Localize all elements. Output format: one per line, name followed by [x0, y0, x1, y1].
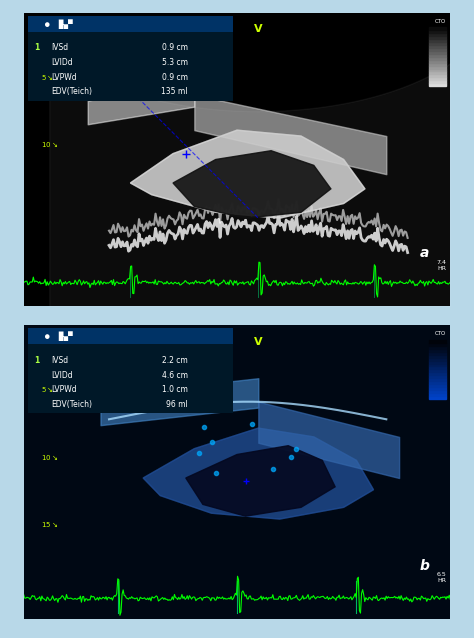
- Text: 96 ml: 96 ml: [166, 400, 188, 409]
- FancyBboxPatch shape: [28, 32, 233, 101]
- Bar: [429, 54, 446, 57]
- Bar: [429, 71, 446, 75]
- Bar: [429, 68, 446, 71]
- Bar: [429, 349, 446, 352]
- Bar: [429, 27, 446, 31]
- Text: LVPWd: LVPWd: [51, 73, 77, 82]
- Bar: [429, 63, 446, 66]
- Bar: [429, 39, 446, 42]
- FancyBboxPatch shape: [28, 345, 233, 413]
- Bar: [429, 355, 446, 358]
- Text: 1: 1: [34, 43, 40, 52]
- Polygon shape: [143, 428, 374, 519]
- Text: 6.5
HR: 6.5 HR: [436, 572, 446, 583]
- Bar: [429, 48, 446, 51]
- Text: ●  █▄▀: ● █▄▀: [45, 332, 73, 341]
- Text: ●  █▄▀: ● █▄▀: [45, 19, 73, 29]
- Bar: [429, 369, 446, 373]
- Bar: [429, 346, 446, 349]
- Polygon shape: [143, 428, 374, 519]
- Bar: [429, 381, 446, 384]
- Bar: [429, 31, 446, 33]
- Text: 10$\searrow$: 10$\searrow$: [41, 140, 58, 149]
- Polygon shape: [130, 130, 365, 218]
- Bar: [429, 375, 446, 378]
- Bar: [429, 33, 446, 36]
- Text: 5$\searrow$: 5$\searrow$: [41, 385, 54, 394]
- Text: LVIDd: LVIDd: [51, 371, 73, 380]
- Polygon shape: [186, 446, 335, 516]
- Text: 1.0 cm: 1.0 cm: [162, 385, 188, 394]
- Text: LVIDd: LVIDd: [51, 58, 73, 67]
- Bar: [429, 75, 446, 77]
- Bar: [429, 387, 446, 390]
- Bar: [429, 83, 446, 86]
- Polygon shape: [173, 151, 331, 218]
- Text: LVPWd: LVPWd: [51, 385, 77, 394]
- Bar: [429, 366, 446, 369]
- Bar: [429, 60, 446, 63]
- Bar: [429, 390, 446, 393]
- Text: 15$\searrow$: 15$\searrow$: [41, 521, 58, 530]
- Text: CTO: CTO: [435, 19, 446, 24]
- Text: 2.2 cm: 2.2 cm: [162, 356, 188, 365]
- Bar: [429, 352, 446, 355]
- Bar: [429, 45, 446, 48]
- Bar: [429, 373, 446, 375]
- Bar: [429, 42, 446, 45]
- Bar: [429, 77, 446, 80]
- Bar: [429, 66, 446, 68]
- Bar: [429, 51, 446, 54]
- Text: EDV(Teich): EDV(Teich): [51, 87, 92, 96]
- Text: V: V: [254, 337, 263, 347]
- Bar: [429, 340, 446, 343]
- Bar: [429, 396, 446, 399]
- Text: 0.9 cm: 0.9 cm: [162, 73, 188, 82]
- Text: b: b: [420, 559, 429, 573]
- Text: V: V: [254, 24, 263, 34]
- Bar: [429, 393, 446, 396]
- Text: 7.4
HR: 7.4 HR: [436, 260, 446, 271]
- Text: 10$\searrow$: 10$\searrow$: [41, 453, 58, 462]
- Text: 0.9 cm: 0.9 cm: [162, 43, 188, 52]
- Bar: [429, 384, 446, 387]
- Bar: [429, 358, 446, 360]
- Bar: [429, 364, 446, 366]
- Bar: [429, 80, 446, 83]
- FancyBboxPatch shape: [28, 16, 233, 32]
- Bar: [429, 360, 446, 364]
- Text: 4.6 cm: 4.6 cm: [162, 371, 188, 380]
- Text: 5.3 cm: 5.3 cm: [162, 58, 188, 67]
- Text: IVSd: IVSd: [51, 356, 69, 365]
- Text: 1: 1: [34, 356, 40, 365]
- FancyBboxPatch shape: [28, 329, 233, 345]
- Text: 135 ml: 135 ml: [162, 87, 188, 96]
- Bar: [429, 36, 446, 39]
- Text: IVSd: IVSd: [51, 43, 69, 52]
- Polygon shape: [130, 130, 365, 218]
- Text: a: a: [420, 246, 429, 260]
- Text: 5$\searrow$: 5$\searrow$: [41, 73, 54, 82]
- Text: EDV(Teich): EDV(Teich): [51, 400, 92, 409]
- Bar: [429, 378, 446, 381]
- Text: CTO: CTO: [435, 331, 446, 336]
- Bar: [429, 343, 446, 346]
- Bar: [429, 57, 446, 60]
